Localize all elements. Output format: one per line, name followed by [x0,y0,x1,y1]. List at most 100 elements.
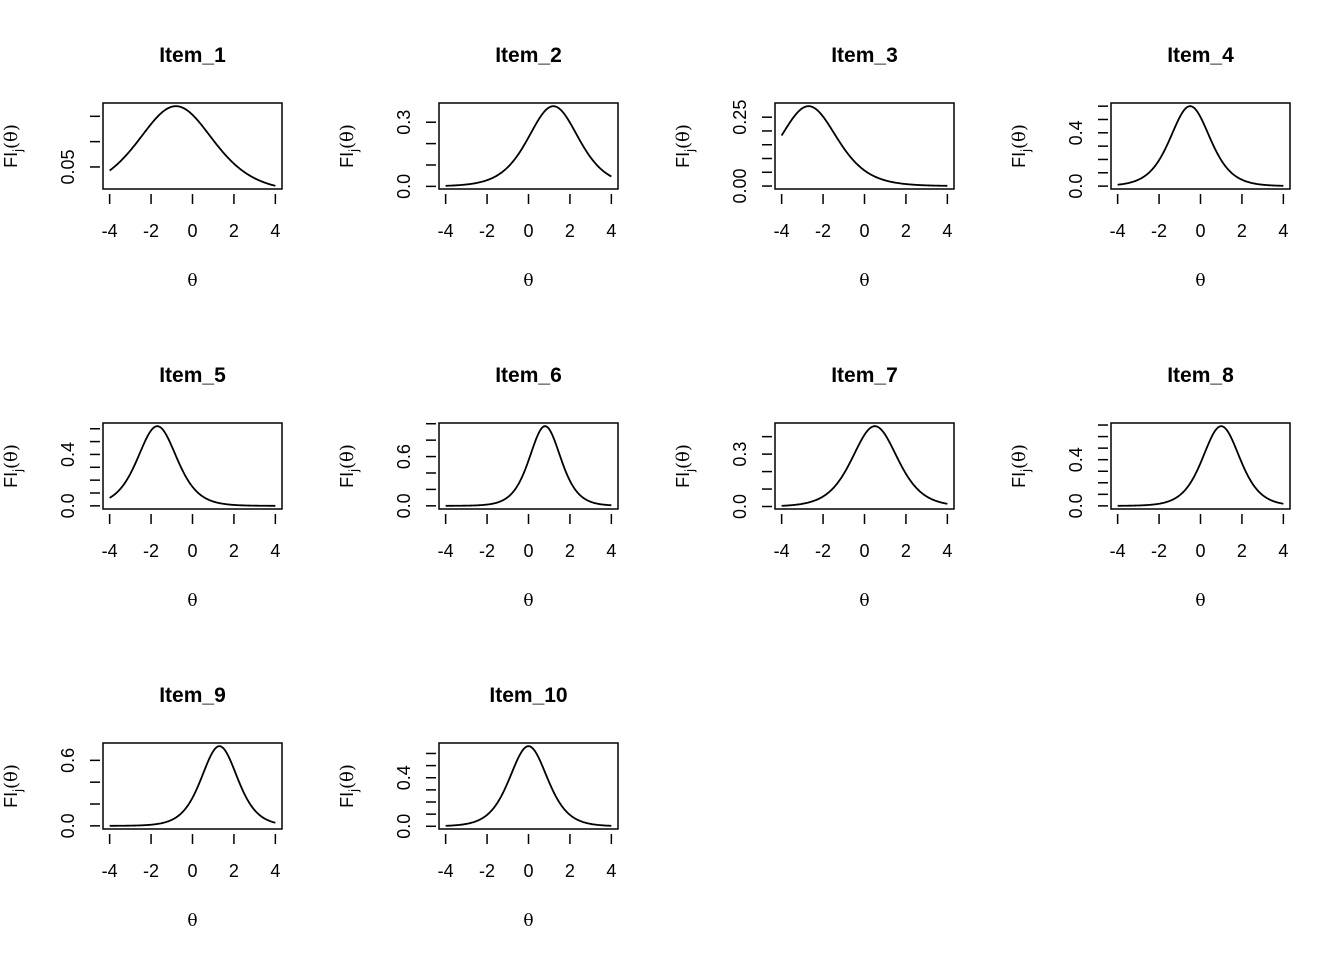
information-curve [445,745,612,827]
y-label-main: FI [1009,152,1029,168]
x-tick-label: 0 [187,861,197,881]
x-tick-label: 0 [523,861,533,881]
plot-frame [1110,422,1291,510]
y-axis-label: FIj(θ) [1009,124,1033,168]
panel-item_5: Item_5 -4 -2 0 2 4 0.0 0.4 θ FIj(θ) [1,364,283,611]
y-tick-label: 0.00 [730,169,750,204]
x-tick-label: -2 [1151,541,1167,561]
x-axis-label: θ [523,911,533,931]
y-tick-label: 0.0 [394,174,414,199]
y-axis-label: FIj(θ) [1,124,25,168]
y-label-subscript: j [346,789,361,793]
x-axis-label: θ [859,591,869,611]
x-tick-label: 4 [606,221,616,241]
y-label-main: FI [337,792,357,808]
y-label-main: FI [1009,472,1029,488]
x-tick-label: 2 [901,541,911,561]
y-label-argument: (θ) [1,444,22,469]
panel-title: Item_3 [831,44,898,67]
plot-frame [438,422,619,510]
x-tick-label: -2 [143,861,159,881]
y-tick-label: 0.0 [394,493,414,518]
x-tick-label: 2 [565,221,575,241]
x-tick-label: 4 [270,221,280,241]
x-tick-label: -4 [1110,221,1126,241]
x-tick-label: 0 [1195,221,1205,241]
panel-item_4: Item_4 -4 -2 0 2 4 0.0 0.4 θ FIj(θ) [1009,44,1291,291]
x-tick-label: 2 [1237,541,1247,561]
x-tick-label: 2 [229,861,239,881]
y-label-subscript: j [10,789,25,793]
x-tick-label: -2 [479,861,495,881]
y-label-argument: (θ) [1009,444,1030,469]
y-label-main: FI [337,152,357,168]
panel-title: Item_2 [495,44,562,67]
x-tick-label: -2 [815,221,831,241]
x-axis-label: θ [523,271,533,291]
x-tick-label: 2 [565,541,575,561]
y-axis-label: FIj(θ) [337,124,361,168]
y-label-main: FI [673,152,693,168]
x-tick-label: -2 [479,541,495,561]
panel-item_3: Item_3 -4 -2 0 2 4 0.00 0.25 θ FIj(θ) [673,44,955,291]
y-axis-label: FIj(θ) [673,444,697,488]
y-label-subscript: j [1018,149,1033,153]
x-tick-label: -4 [438,221,454,241]
y-axis-label: FIj(θ) [673,124,697,168]
panel-title: Item_7 [831,364,898,387]
y-label-subscript: j [682,469,697,473]
x-axis-label: θ [859,271,869,291]
x-tick-label: 4 [942,221,952,241]
x-axis-label: θ [187,911,197,931]
x-tick-label: 0 [523,221,533,241]
y-label-main: FI [1,792,21,808]
y-label-argument: (θ) [337,124,358,149]
information-curve [780,105,948,187]
x-tick-label: -2 [1151,221,1167,241]
y-axis-label: FIj(θ) [337,764,361,808]
panel-item_1: Item_1 -4 -2 0 2 4 0.05 θ FIj(θ) [1,44,283,291]
panel-item_7: Item_7 -4 -2 0 2 4 0.0 0.3 θ FIj(θ) [673,364,955,611]
information-curve [1117,105,1284,187]
x-tick-label: 0 [859,541,869,561]
x-tick-label: 0 [187,221,197,241]
y-label-subscript: j [1018,469,1033,473]
x-tick-label: 4 [1278,541,1288,561]
x-tick-label: 0 [859,221,869,241]
x-axis-label: θ [1195,591,1205,611]
y-axis-label: FIj(θ) [1,764,25,808]
y-tick-label: 0.6 [58,748,78,773]
x-tick-label: 0 [187,541,197,561]
y-label-argument: (θ) [337,764,358,789]
y-tick-label: 0.4 [1066,447,1086,472]
x-axis-label: θ [1195,271,1205,291]
x-tick-label: -2 [143,541,159,561]
x-tick-label: 2 [901,221,911,241]
y-axis-label: FIj(θ) [1,444,25,488]
y-tick-label: 0.0 [58,813,78,838]
x-tick-label: 2 [1237,221,1247,241]
y-label-main: FI [1,472,21,488]
y-tick-label: 0.4 [1066,120,1086,145]
y-axis-label: FIj(θ) [337,444,361,488]
y-tick-label: 0.4 [394,765,414,790]
plot-frame [438,102,619,190]
information-curve [1117,425,1284,507]
panel-item_6: Item_6 -4 -2 0 2 4 0.0 0.6 θ FIj(θ) [337,364,619,611]
y-label-subscript: j [346,469,361,473]
x-tick-label: -4 [774,221,790,241]
y-label-subscript: j [10,469,25,473]
panel-title: Item_8 [1167,364,1234,387]
x-tick-label: -2 [479,221,495,241]
plot-frame [774,422,955,510]
panel-title: Item_1 [159,44,226,67]
information-curve [109,105,276,187]
y-label-argument: (θ) [1009,124,1030,149]
x-tick-label: 4 [270,861,280,881]
x-axis-label: θ [187,591,197,611]
information-curve [109,425,276,507]
panel-item_10: Item_10 -4 -2 0 2 4 0.0 0.4 θ FIj(θ) [337,684,619,931]
panel-title: Item_4 [1167,44,1234,67]
information-curve [109,745,276,827]
